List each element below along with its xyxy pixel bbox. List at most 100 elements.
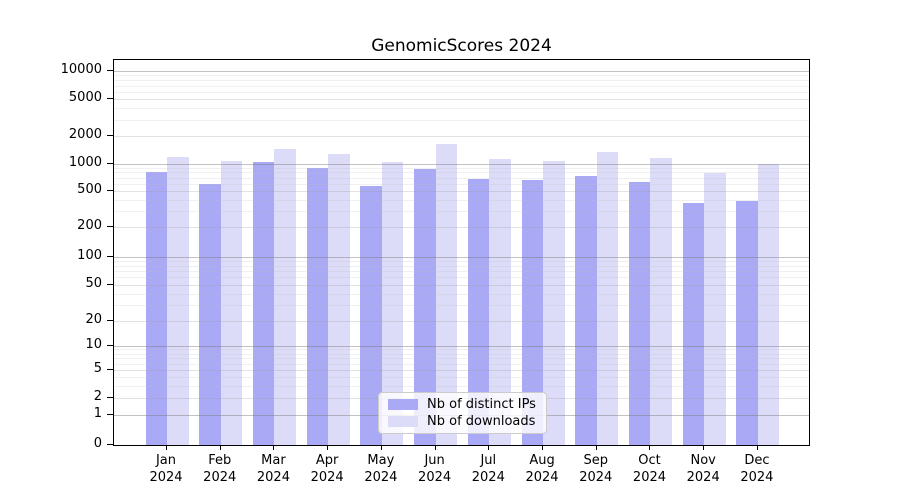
bar-jun-distinct-ips	[414, 168, 436, 445]
y-tick-mark	[107, 226, 113, 227]
x-tick-label-mar: Mar 2024	[245, 452, 301, 486]
gridline-minor	[114, 168, 809, 169]
y-tick-label-1000: 1000	[68, 155, 102, 170]
x-tick-month: Aug	[529, 453, 555, 468]
bar-sep-downloads	[596, 152, 619, 445]
bar-jul-distinct-ips	[467, 179, 490, 445]
x-tick-month: Dec	[744, 453, 770, 468]
bar-jun-downloads	[435, 143, 458, 445]
x-tick-label-dec: Dec 2024	[729, 452, 785, 486]
gridline-5000	[114, 99, 809, 100]
x-tick-mark	[380, 445, 382, 450]
y-tick-label-0: 0	[93, 436, 102, 451]
bar-may-distinct-ips	[360, 185, 382, 445]
gridline-minor	[114, 80, 809, 81]
x-tick-month: Sep	[583, 453, 608, 468]
x-tick-year: 2024	[310, 470, 344, 485]
y-tick-mark	[107, 256, 113, 257]
bar-mar-distinct-ips	[252, 162, 275, 445]
bar-sep-distinct-ips	[575, 176, 597, 445]
x-tick-label-aug: Aug 2024	[514, 452, 570, 486]
x-tick-label-jul: Jul 2024	[460, 452, 516, 486]
bar-oct-distinct-ips	[628, 181, 651, 445]
x-tick-year: 2024	[740, 470, 774, 485]
legend-swatch-downloads	[388, 416, 418, 427]
gridline-minor	[114, 75, 809, 76]
x-tick-mark	[488, 445, 490, 450]
x-tick-mark	[649, 445, 651, 450]
gridline-minor	[114, 86, 809, 87]
x-tick-year: 2024	[579, 470, 613, 485]
x-tick-month: Jun	[424, 453, 445, 468]
legend-entry-downloads: Nb of downloads	[388, 414, 536, 429]
y-tick-mark	[107, 444, 113, 445]
x-tick-month: Oct	[638, 453, 661, 468]
legend-label-downloads: Nb of downloads	[427, 414, 536, 429]
x-tick-year: 2024	[525, 470, 559, 485]
x-tick-mark	[166, 445, 167, 450]
x-tick-month: Jul	[480, 453, 497, 468]
x-tick-mark	[327, 445, 329, 450]
x-tick-month: Feb	[208, 453, 232, 468]
x-tick-year: 2024	[203, 470, 237, 485]
y-tick-label-50: 50	[85, 276, 102, 291]
bar-aug-downloads	[543, 160, 565, 445]
x-tick-label-oct: Oct 2024	[621, 452, 677, 486]
x-tick-month: May	[367, 453, 395, 468]
x-tick-mark	[756, 445, 758, 450]
x-tick-year: 2024	[256, 470, 290, 485]
y-tick-mark	[107, 369, 113, 370]
x-tick-label-may: May 2024	[353, 452, 409, 486]
gridline-minor	[114, 108, 809, 109]
y-tick-mark	[107, 163, 113, 164]
x-tick-year: 2024	[632, 470, 667, 485]
gridline-minor	[114, 92, 809, 93]
y-tick-label-5: 5	[93, 361, 102, 376]
y-tick-label-5000: 5000	[68, 90, 102, 105]
x-tick-label-sep: Sep 2024	[568, 452, 624, 486]
x-tick-mark	[703, 445, 705, 450]
x-tick-year: 2024	[364, 470, 398, 485]
bar-mar-downloads	[274, 149, 296, 445]
chart-title: GenomicScores 2024	[371, 36, 552, 56]
bar-jan-distinct-ips	[145, 171, 167, 445]
bar-nov-distinct-ips	[682, 202, 705, 445]
legend-entry-distinct-ips: Nb of distinct IPs	[388, 397, 536, 412]
plot-area	[113, 59, 810, 446]
y-tick-label-20: 20	[85, 312, 102, 327]
bar-aug-distinct-ips	[521, 180, 544, 445]
bar-apr-downloads	[328, 154, 350, 445]
x-tick-mark	[542, 445, 544, 450]
x-tick-label-nov: Nov 2024	[675, 452, 731, 486]
gridline-10000	[114, 71, 809, 72]
bar-feb-downloads	[220, 160, 243, 445]
x-tick-mark	[595, 445, 597, 450]
x-tick-label-jun: Jun 2024	[407, 452, 463, 486]
y-tick-mark	[107, 135, 113, 136]
x-tick-month: Apr	[315, 453, 339, 468]
bar-apr-distinct-ips	[306, 168, 329, 445]
x-tick-year: 2024	[418, 470, 452, 485]
y-tick-mark	[107, 98, 113, 99]
x-tick-month: Nov	[690, 453, 716, 468]
x-tick-year: 2024	[149, 470, 183, 485]
y-tick-label-1: 1	[93, 406, 102, 421]
bar-dec-downloads	[757, 163, 780, 445]
y-tick-mark	[107, 320, 113, 321]
y-tick-label-500: 500	[77, 182, 102, 197]
y-tick-mark	[107, 284, 113, 285]
x-tick-mark	[219, 445, 221, 450]
x-tick-label-jan: Jan 2024	[138, 452, 194, 486]
x-tick-month: Jan	[155, 453, 177, 468]
gridline-2000	[114, 136, 809, 137]
x-tick-mark	[273, 445, 275, 450]
bar-may-downloads	[381, 161, 404, 445]
legend-label-distinct-ips: Nb of distinct IPs	[427, 397, 536, 412]
y-tick-mark	[107, 397, 113, 398]
bar-jan-downloads	[167, 156, 189, 445]
x-tick-label-feb: Feb 2024	[192, 452, 248, 486]
x-tick-month: Mar	[261, 453, 286, 468]
bar-dec-distinct-ips	[736, 200, 758, 445]
y-tick-label-2: 2	[93, 389, 102, 404]
